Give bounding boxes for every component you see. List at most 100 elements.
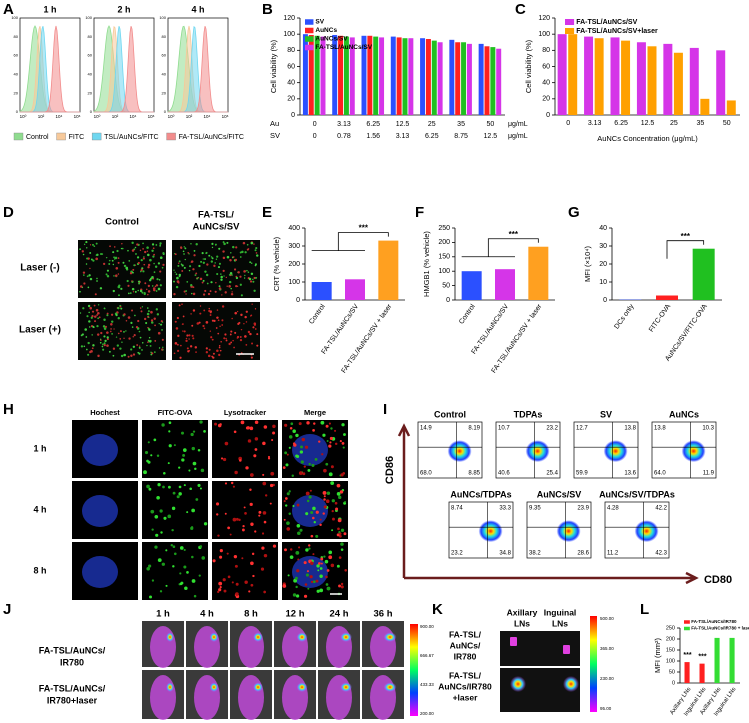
- cell: [115, 313, 118, 317]
- cell: [106, 344, 109, 347]
- cell: [174, 271, 176, 273]
- cell: [254, 308, 257, 310]
- cell: [177, 343, 179, 346]
- cell: [137, 280, 141, 283]
- cell: [161, 338, 164, 341]
- cell: [130, 321, 133, 324]
- cell: [117, 273, 120, 275]
- cell: [220, 457, 224, 460]
- x-tick-label: FA-TSL/AuNCs/SV: [320, 303, 360, 356]
- cell: [91, 347, 94, 350]
- cell: [178, 492, 182, 496]
- cell: [296, 569, 300, 573]
- y-tick-label: 20: [162, 90, 167, 95]
- cell: [246, 269, 248, 272]
- cell: [292, 504, 295, 508]
- cell: [153, 438, 157, 442]
- cell: [159, 590, 163, 593]
- cell: [181, 264, 184, 267]
- cell: [232, 256, 235, 258]
- cell: [340, 473, 344, 477]
- quadrant-value: 9.35: [529, 506, 541, 512]
- cell: [238, 518, 241, 522]
- y-tick-label: 40: [599, 225, 607, 232]
- bar: [455, 42, 461, 115]
- cell: [252, 574, 255, 578]
- cell: [245, 310, 248, 313]
- x-row-name: Au: [270, 119, 279, 128]
- cell: [233, 554, 238, 559]
- cell: [339, 440, 342, 443]
- cell: [202, 279, 205, 282]
- bar: [320, 36, 326, 115]
- cell: [194, 346, 198, 349]
- cell: [256, 254, 259, 257]
- cell: [178, 304, 181, 307]
- cell: [157, 287, 161, 291]
- cell: [90, 316, 93, 319]
- y-tick-label: 120: [283, 15, 295, 22]
- row-label: IR780: [60, 657, 84, 667]
- cell: [328, 444, 332, 448]
- cell: [210, 281, 213, 284]
- bracket: [666, 240, 705, 259]
- cell: [147, 263, 151, 267]
- cell: [202, 261, 206, 264]
- cell: [328, 422, 332, 425]
- cell: [79, 290, 81, 293]
- cell: [310, 511, 314, 515]
- cell: [217, 266, 221, 269]
- time-label: 12 h: [285, 609, 304, 620]
- cell: [251, 342, 254, 345]
- cell: [156, 495, 160, 500]
- cell: [210, 256, 213, 258]
- y-axis-label: Cell viability (%): [524, 39, 533, 93]
- cell: [312, 506, 316, 511]
- y-tick-label: 100: [538, 31, 550, 38]
- cell: [271, 438, 274, 442]
- cell: [108, 259, 111, 262]
- cell: [323, 498, 326, 501]
- cell: [150, 351, 152, 354]
- cell: [180, 246, 183, 249]
- cell: [173, 444, 176, 447]
- cell: [103, 335, 106, 338]
- cell: [96, 324, 99, 328]
- quadrant-value: 23.9: [577, 506, 589, 512]
- bar: [528, 246, 549, 300]
- colorbar: [590, 616, 597, 712]
- time-label: 8 h: [244, 609, 258, 620]
- cell: [244, 251, 247, 254]
- cell: [151, 352, 154, 355]
- cell: [127, 284, 130, 287]
- cell: [159, 270, 162, 273]
- micrograph: [172, 302, 260, 360]
- y-tick-label: 30: [599, 243, 607, 250]
- cell: [146, 288, 148, 291]
- cell: [181, 303, 183, 306]
- cell: [218, 345, 221, 347]
- cell: [230, 293, 234, 296]
- cell: [87, 341, 90, 345]
- cell: [254, 328, 257, 330]
- cell: [156, 454, 160, 458]
- y-tick-label: 40: [287, 80, 295, 87]
- cell: [344, 500, 347, 503]
- cell: [132, 291, 135, 293]
- significance: ***: [509, 230, 519, 239]
- cell: [326, 569, 330, 572]
- cell: [155, 244, 158, 246]
- cell: [168, 430, 171, 433]
- cell: [163, 516, 167, 520]
- cell: [306, 421, 310, 425]
- cell: [200, 260, 203, 263]
- nucleus: [292, 495, 328, 527]
- cell: [153, 262, 155, 265]
- cell: [122, 261, 125, 264]
- quadrant-value: 13.6: [624, 471, 636, 477]
- cell: [323, 555, 326, 558]
- cell: [138, 353, 141, 355]
- cell: [243, 277, 246, 279]
- cell: [147, 293, 149, 296]
